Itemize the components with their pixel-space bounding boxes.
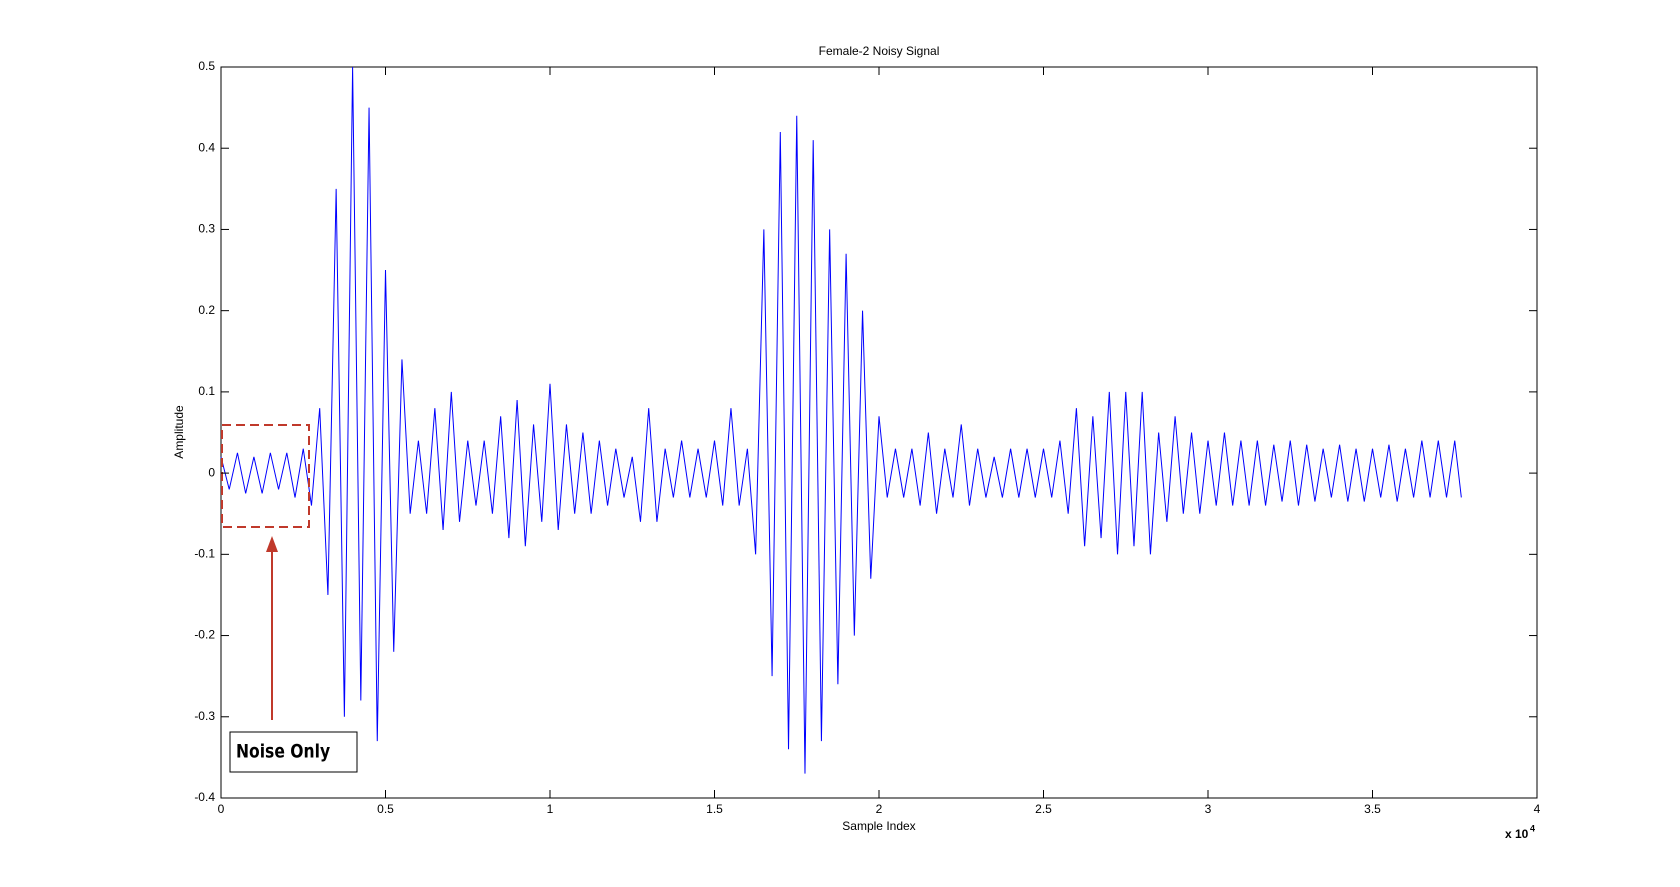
annotation-box — [229, 731, 358, 773]
highlight-box — [221, 424, 310, 528]
x-tick-label: 4 — [1534, 802, 1541, 816]
x-tick-label: 2 — [876, 802, 883, 816]
x-tick-label: 0 — [218, 802, 225, 816]
y-tick-label: 0 — [208, 465, 215, 479]
x-tick-label: 1 — [547, 802, 554, 816]
annotation-text: Noise Only — [236, 741, 330, 763]
y-tick-label: -0.2 — [194, 628, 215, 642]
x-multiplier-exponent: 4 — [1530, 823, 1535, 833]
x-tick-label: 3 — [1205, 802, 1212, 816]
y-tick-label: -0.4 — [194, 790, 215, 804]
y-tick-label: 0.2 — [198, 303, 215, 317]
x-axis-label: Sample Index — [842, 819, 915, 833]
y-tick-label: 0.1 — [198, 384, 215, 398]
x-tick-label: 2.5 — [1035, 802, 1052, 816]
signal-line — [220, 66, 1462, 774]
y-axis-label: Amplitude — [172, 405, 186, 459]
plot — [220, 66, 1462, 774]
x-tick-label: 1.5 — [706, 802, 723, 816]
x-tick-label: 0.5 — [377, 802, 394, 816]
plot-area — [220, 66, 1538, 799]
y-tick-label: 0.3 — [198, 222, 215, 236]
x-tick-label: 3.5 — [1364, 802, 1381, 816]
y-tick-label: -0.1 — [194, 547, 215, 561]
y-tick-label: -0.3 — [194, 709, 215, 723]
y-tick-label: 0.5 — [198, 59, 215, 73]
arrow-head — [266, 536, 278, 552]
x-multiplier-base: x 10 — [1505, 827, 1529, 841]
y-tick-label: 0.4 — [198, 140, 215, 154]
chart-title: Female-2 Noisy Signal — [819, 44, 940, 58]
